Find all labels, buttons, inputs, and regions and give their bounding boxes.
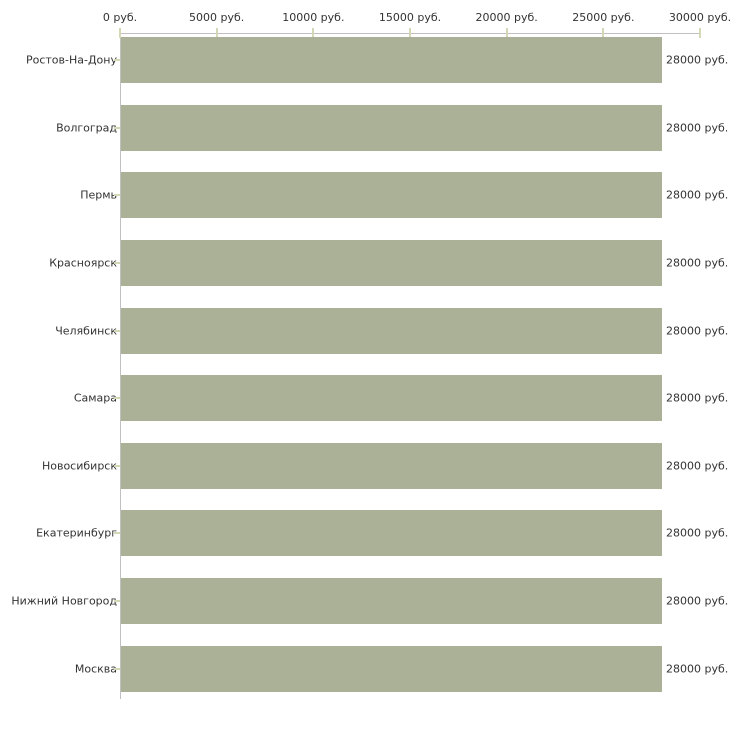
category-label: Ростов-На-Дону <box>25 53 117 67</box>
y-tick-mark <box>114 532 120 534</box>
y-tick-mark <box>114 600 120 602</box>
y-tick-mark <box>114 127 120 129</box>
bar <box>121 443 662 489</box>
bar <box>121 240 662 286</box>
value-label: 28000 руб. <box>666 526 729 540</box>
x-tick-label: 25000 руб. <box>572 11 635 24</box>
category-label: Екатеринбург <box>36 526 117 540</box>
x-tick-mark <box>699 28 701 38</box>
bar <box>121 646 662 692</box>
bar <box>121 37 662 83</box>
category-label: Самара <box>73 391 117 405</box>
y-tick-mark <box>114 668 120 670</box>
x-tick-mark <box>215 28 218 38</box>
x-tick-mark <box>312 28 315 38</box>
value-label: 28000 руб. <box>666 53 729 67</box>
category-label: Нижний Новгород <box>11 594 117 608</box>
value-label: 28000 руб. <box>666 594 729 608</box>
x-tick-label: 15000 руб. <box>378 11 442 24</box>
value-label: 28000 руб. <box>666 256 729 270</box>
y-axis-line <box>120 33 121 699</box>
y-tick-mark <box>114 194 120 196</box>
value-label: 28000 руб. <box>666 391 729 405</box>
value-label: 28000 руб. <box>666 324 729 338</box>
bar <box>121 105 662 151</box>
x-tick-label: 30000 руб. <box>668 11 730 24</box>
x-tick-label: 0 руб. <box>102 11 138 24</box>
x-tick-label: 10000 руб. <box>282 11 345 24</box>
bar <box>121 510 662 556</box>
bar <box>121 172 662 218</box>
category-label: Красноярск <box>49 256 117 270</box>
x-tick-label: 20000 руб. <box>475 11 538 24</box>
category-label: Волгоград <box>56 121 117 135</box>
bar <box>121 578 662 624</box>
category-label: Москва <box>74 662 117 676</box>
bar <box>121 308 662 354</box>
x-tick-mark <box>119 28 121 38</box>
y-tick-mark <box>114 59 120 61</box>
value-label: 28000 руб. <box>666 121 729 135</box>
bar <box>121 375 662 421</box>
category-label: Челябинск <box>55 324 117 338</box>
x-tick-mark <box>409 28 411 38</box>
category-label: Пермь <box>80 188 117 202</box>
value-label: 28000 руб. <box>666 188 729 202</box>
y-tick-mark <box>114 330 120 332</box>
x-tick-label: 5000 руб. <box>189 11 245 24</box>
y-tick-mark <box>114 262 120 264</box>
y-tick-mark <box>114 397 120 399</box>
value-label: 28000 руб. <box>666 662 729 676</box>
x-tick-mark <box>505 28 508 38</box>
x-tick-mark <box>602 28 605 38</box>
y-tick-mark <box>114 465 120 467</box>
value-label: 28000 руб. <box>666 459 729 473</box>
category-label: Новосибирск <box>41 459 117 473</box>
